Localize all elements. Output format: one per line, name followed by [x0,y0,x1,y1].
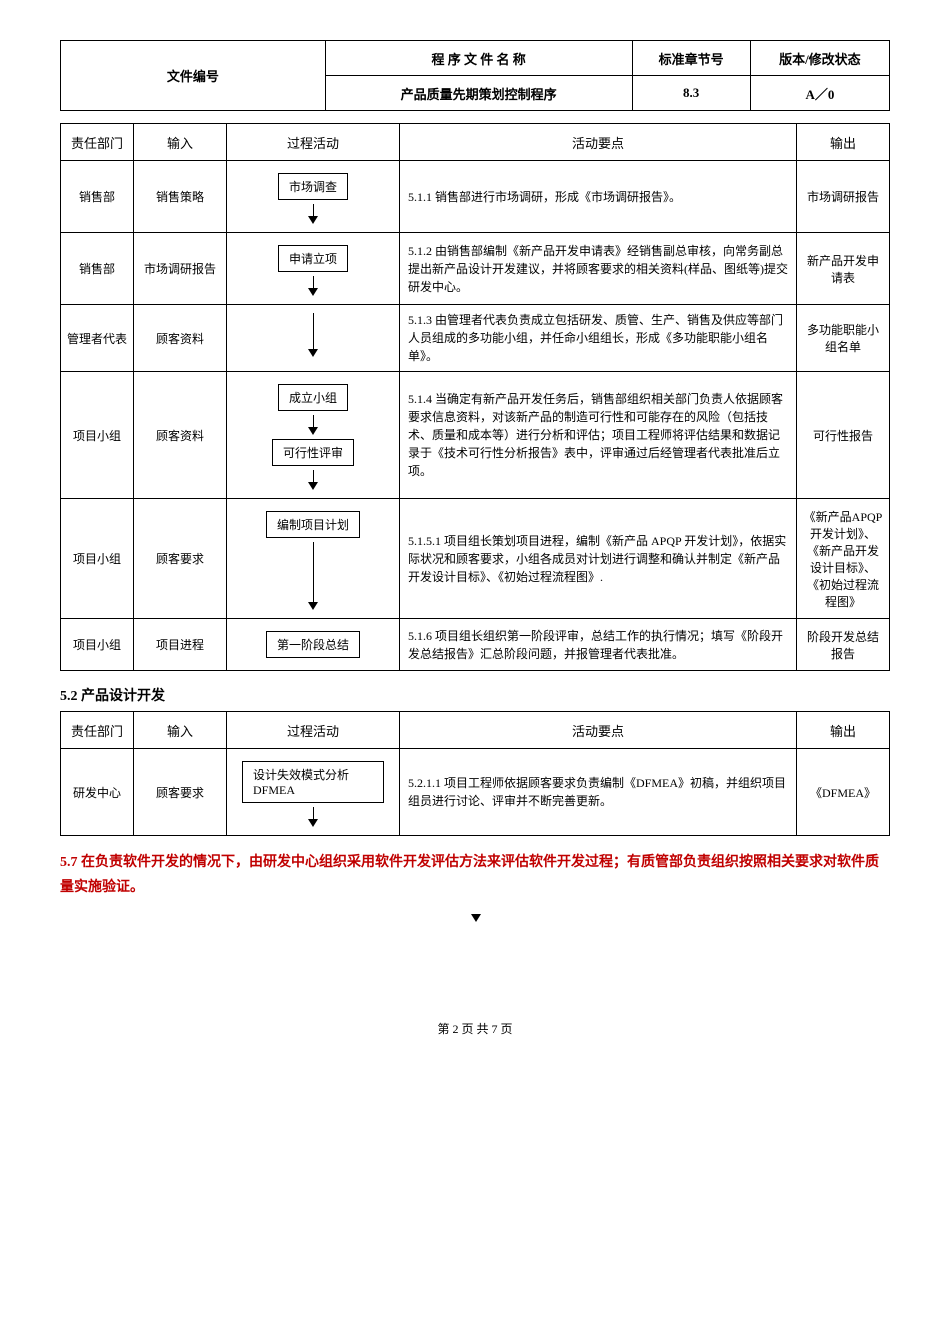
activity-cell: 设计失效模式分析DFMEA [227,749,400,836]
section-5-2-title: 5.2 产品设计开发 [60,685,890,705]
process-table-1: 责任部门 输入 过程活动 活动要点 输出 销售部 销售策略 市场调查 5.1.1… [60,123,890,671]
table-row: 销售部 销售策略 市场调查 5.1.1 销售部进行市场调研，形成《市场调研报告》… [61,161,890,233]
doc-number-label: 文件编号 [61,41,326,111]
output-cell: 可行性报告 [797,372,890,499]
input-cell: 顾客要求 [134,749,227,836]
table-row: 管理者代表 顾客资料 5.1.3 由管理者代表负责成立包括研发、质管、生产、销售… [61,305,890,372]
input-cell: 顾客资料 [134,372,227,499]
version-value: A／0 [750,76,889,111]
doc-header-table: 文件编号 程 序 文 件 名 称 标准章节号 版本/修改状态 产品质量先期策划控… [60,40,890,111]
output-cell: 阶段开发总结报告 [797,619,890,671]
page-footer: 第 2 页 共 7 页 [60,1020,890,1037]
output-cell: 多功能职能小组名单 [797,305,890,372]
keypoint-cell: 5.1.5.1 项目组长策划项目进程，编制《新产品 APQP 开发计划》，依据实… [400,499,797,619]
arrow-line [313,807,314,819]
proc-name: 产品质量先期策划控制程序 [325,76,632,111]
arrow-down-icon [308,288,318,296]
arrow-down-icon [308,427,318,435]
activity-box: 编制项目计划 [266,511,360,538]
chapter-value: 8.3 [632,76,750,111]
output-cell: 《DFMEA》 [797,749,890,836]
input-cell: 销售策略 [134,161,227,233]
arrow-down-icon [308,216,318,224]
activity-box: 可行性评审 [272,439,354,466]
col-keypoint: 活动要点 [400,712,797,749]
version-label: 版本/修改状态 [750,41,889,76]
arrow-line [313,313,314,349]
keypoint-cell: 5.2.1.1 项目工程师依据顾客要求负责编制《DFMEA》初稿，并组织项目组员… [400,749,797,836]
arrow-down-icon [308,819,318,827]
activity-cell: 第一阶段总结 [227,619,400,671]
dept-cell: 销售部 [61,161,134,233]
activity-box: 设计失效模式分析DFMEA [242,761,384,803]
proc-name-label: 程 序 文 件 名 称 [325,41,632,76]
arrow-down-icon [308,602,318,610]
col-dept: 责任部门 [61,124,134,161]
activity-cell: 申请立项 [227,233,400,305]
col-keypoint: 活动要点 [400,124,797,161]
activity-cell: 成立小组 可行性评审 [227,372,400,499]
activity-box: 成立小组 [278,384,348,411]
keypoint-cell: 5.1.2 由销售部编制《新产品开发申请表》经销售副总审核，向常务副总提出新产品… [400,233,797,305]
col-activity: 过程活动 [227,124,400,161]
table-row: 销售部 市场调研报告 申请立项 5.1.2 由销售部编制《新产品开发申请表》经销… [61,233,890,305]
input-cell: 顾客资料 [134,305,227,372]
output-cell: 新产品开发申请表 [797,233,890,305]
input-cell: 顾客要求 [134,499,227,619]
table-row: 研发中心 顾客要求 设计失效模式分析DFMEA 5.2.1.1 项目工程师依据顾… [61,749,890,836]
arrow-line [313,470,314,482]
activity-box: 市场调查 [278,173,348,200]
keypoint-cell: 5.1.1 销售部进行市场调研，形成《市场调研报告》。 [400,161,797,233]
col-output: 输出 [797,124,890,161]
activity-cell [227,305,400,372]
dept-cell: 项目小组 [61,499,134,619]
arrow-line [313,204,314,216]
col-input: 输入 [134,712,227,749]
col-dept: 责任部门 [61,712,134,749]
table-row: 项目小组 顾客资料 成立小组 可行性评审 5.1.4 当确定有新产品开发任务后，… [61,372,890,499]
dept-cell: 研发中心 [61,749,134,836]
col-output: 输出 [797,712,890,749]
activity-cell: 编制项目计划 [227,499,400,619]
dept-cell: 项目小组 [61,372,134,499]
arrow-line [313,415,314,427]
dept-cell: 项目小组 [61,619,134,671]
output-cell: 《新产品APQP 开发计划》、《新产品开发设计目标》、《初始过程流程图》 [797,499,890,619]
chapter-label: 标准章节号 [632,41,750,76]
output-cell: 市场调研报告 [797,161,890,233]
keypoint-cell: 5.1.6 项目组长组织第一阶段评审，总结工作的执行情况；填写《阶段开发总结报告… [400,619,797,671]
note-5-7: 5.7 在负责软件开发的情况下，由研发中心组织采用软件开发评估方法来评估软件开发… [60,850,890,900]
dept-cell: 管理者代表 [61,305,134,372]
arrow-line [313,542,314,602]
col-input: 输入 [134,124,227,161]
activity-box: 第一阶段总结 [266,631,360,658]
dept-cell: 销售部 [61,233,134,305]
arrow-down-icon [308,349,318,357]
activity-cell: 市场调查 [227,161,400,233]
keypoint-cell: 5.1.4 当确定有新产品开发任务后，销售部组织相关部门负责人依据顾客要求信息资… [400,372,797,499]
input-cell: 市场调研报告 [134,233,227,305]
process-table-2: 责任部门 输入 过程活动 活动要点 输出 研发中心 顾客要求 设计失效模式分析D… [60,711,890,836]
input-cell: 项目进程 [134,619,227,671]
keypoint-cell: 5.1.3 由管理者代表负责成立包括研发、质管、生产、销售及供应等部门人员组成的… [400,305,797,372]
activity-box: 申请立项 [278,245,348,272]
arrow-line [313,276,314,288]
arrow-down-icon [308,482,318,490]
table-row: 项目小组 项目进程 第一阶段总结 5.1.6 项目组长组织第一阶段评审，总结工作… [61,619,890,671]
table-row: 项目小组 顾客要求 编制项目计划 5.1.5.1 项目组长策划项目进程，编制《新… [61,499,890,619]
col-activity: 过程活动 [227,712,400,749]
